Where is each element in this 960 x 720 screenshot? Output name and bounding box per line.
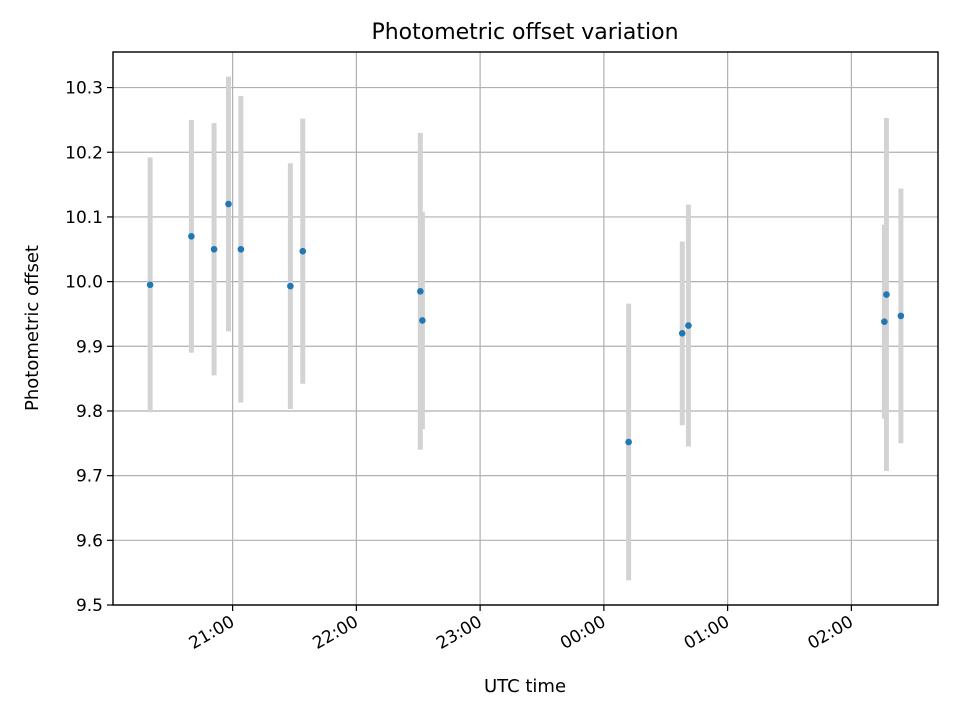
- grid: [113, 52, 938, 606]
- data-point: [210, 245, 218, 253]
- data-point: [299, 247, 307, 255]
- x-tick-label: 22:00: [309, 612, 361, 654]
- y-axis-label: Photometric offset: [22, 245, 43, 411]
- data-point: [225, 200, 232, 208]
- y-tick-label: 9.9: [76, 337, 103, 357]
- data-point: [883, 291, 890, 298]
- y-axis-ticks: 9.5 9.6 9.7 9.8 9.9 10.0 10.1 10.2 10.3: [65, 79, 113, 616]
- y-tick-label: 10.3: [65, 79, 103, 99]
- x-axis-ticks: 21:00 22:00 23:00 00:00 01:00 02:00: [186, 605, 857, 654]
- data-point: [237, 245, 245, 253]
- data-point: [146, 281, 154, 289]
- plot-frame: [112, 51, 939, 606]
- x-tick-label: 21:00: [186, 612, 238, 654]
- data-point: [287, 282, 294, 290]
- x-axis-label: UTC time: [484, 676, 566, 697]
- data-point: [188, 233, 195, 240]
- data-point: [678, 330, 686, 337]
- data-point: [417, 288, 424, 295]
- y-tick-label: 9.7: [76, 467, 103, 487]
- x-tick-label: 23:00: [433, 612, 485, 654]
- data-point: [419, 317, 426, 324]
- data-point: [625, 438, 632, 446]
- y-tick-label: 9.5: [76, 596, 103, 616]
- data-point: [881, 318, 888, 326]
- y-tick-label: 9.8: [76, 402, 103, 422]
- x-tick-label: 01:00: [681, 612, 733, 654]
- y-tick-label: 10.0: [65, 273, 103, 293]
- y-tick-label: 10.2: [65, 143, 103, 163]
- y-tick-label: 10.1: [65, 208, 103, 228]
- chart-title: Photometric offset variation: [371, 20, 678, 45]
- x-tick-label: 00:00: [557, 612, 609, 654]
- x-tick-label: 02:00: [804, 612, 856, 654]
- data-points: [146, 200, 905, 446]
- data-point: [897, 312, 905, 320]
- y-tick-label: 9.6: [76, 531, 103, 551]
- data-point: [685, 322, 692, 329]
